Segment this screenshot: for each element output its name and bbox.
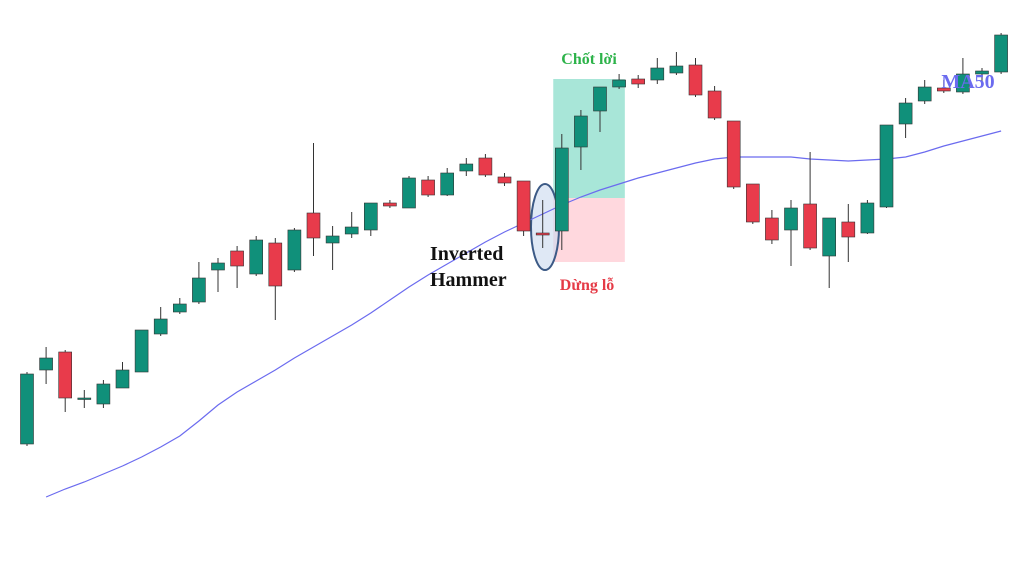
candle-body [688,64,703,96]
candle-body [192,277,206,303]
candle-body [77,397,92,400]
candle-body [669,65,684,74]
candle-body [20,373,34,445]
candle-body [58,351,73,399]
candle-body [726,120,741,188]
candle-body [822,217,837,257]
candle-body [325,235,340,244]
candle-body [765,217,779,241]
candle-body [306,212,321,239]
candle-body [975,70,989,75]
candle-body [440,172,455,196]
candle-body [363,202,378,231]
take-profit-label: Chốt lời [561,51,617,68]
candle-body [841,221,856,238]
candle-body [535,232,550,236]
candle-body [459,163,474,172]
candle-body [936,87,951,92]
candle-body [478,157,493,176]
candle-body [230,250,244,267]
candle-body [879,124,894,208]
candle-body [383,202,397,207]
candle-body [421,179,435,196]
candle-body [39,357,53,371]
candle-body [994,34,1008,73]
stop-loss-label: Dừng lỗ [560,277,615,294]
candle-body [115,369,130,389]
candle-body [173,303,187,313]
pattern-highlight [530,183,560,271]
candle-body [707,90,722,119]
candle-body [249,239,263,275]
candle-body [803,203,817,249]
candle-body [153,318,168,335]
candle-body [497,176,512,184]
candle-body [96,383,111,405]
candle-body [287,229,302,271]
candle-body [268,242,283,287]
candle-body [574,115,588,148]
candle-body [554,147,569,232]
candle-body [211,262,225,271]
pattern-label: Hammer [430,269,507,291]
candle-body [402,177,416,209]
candle-body [134,329,149,373]
candle-body [956,73,970,93]
ma-label: MA50 [941,71,994,93]
candle-body [745,183,760,223]
candle-body [784,207,798,231]
candle-body [917,86,932,102]
candle-body [344,226,359,235]
candle-body [860,202,875,234]
candle-body [612,79,626,88]
candle-body [631,78,646,85]
candle-body [650,67,665,81]
candle-body [593,86,607,112]
pattern-label: Inverted [430,243,503,265]
candle-body [516,180,531,232]
candle-body [898,102,913,125]
